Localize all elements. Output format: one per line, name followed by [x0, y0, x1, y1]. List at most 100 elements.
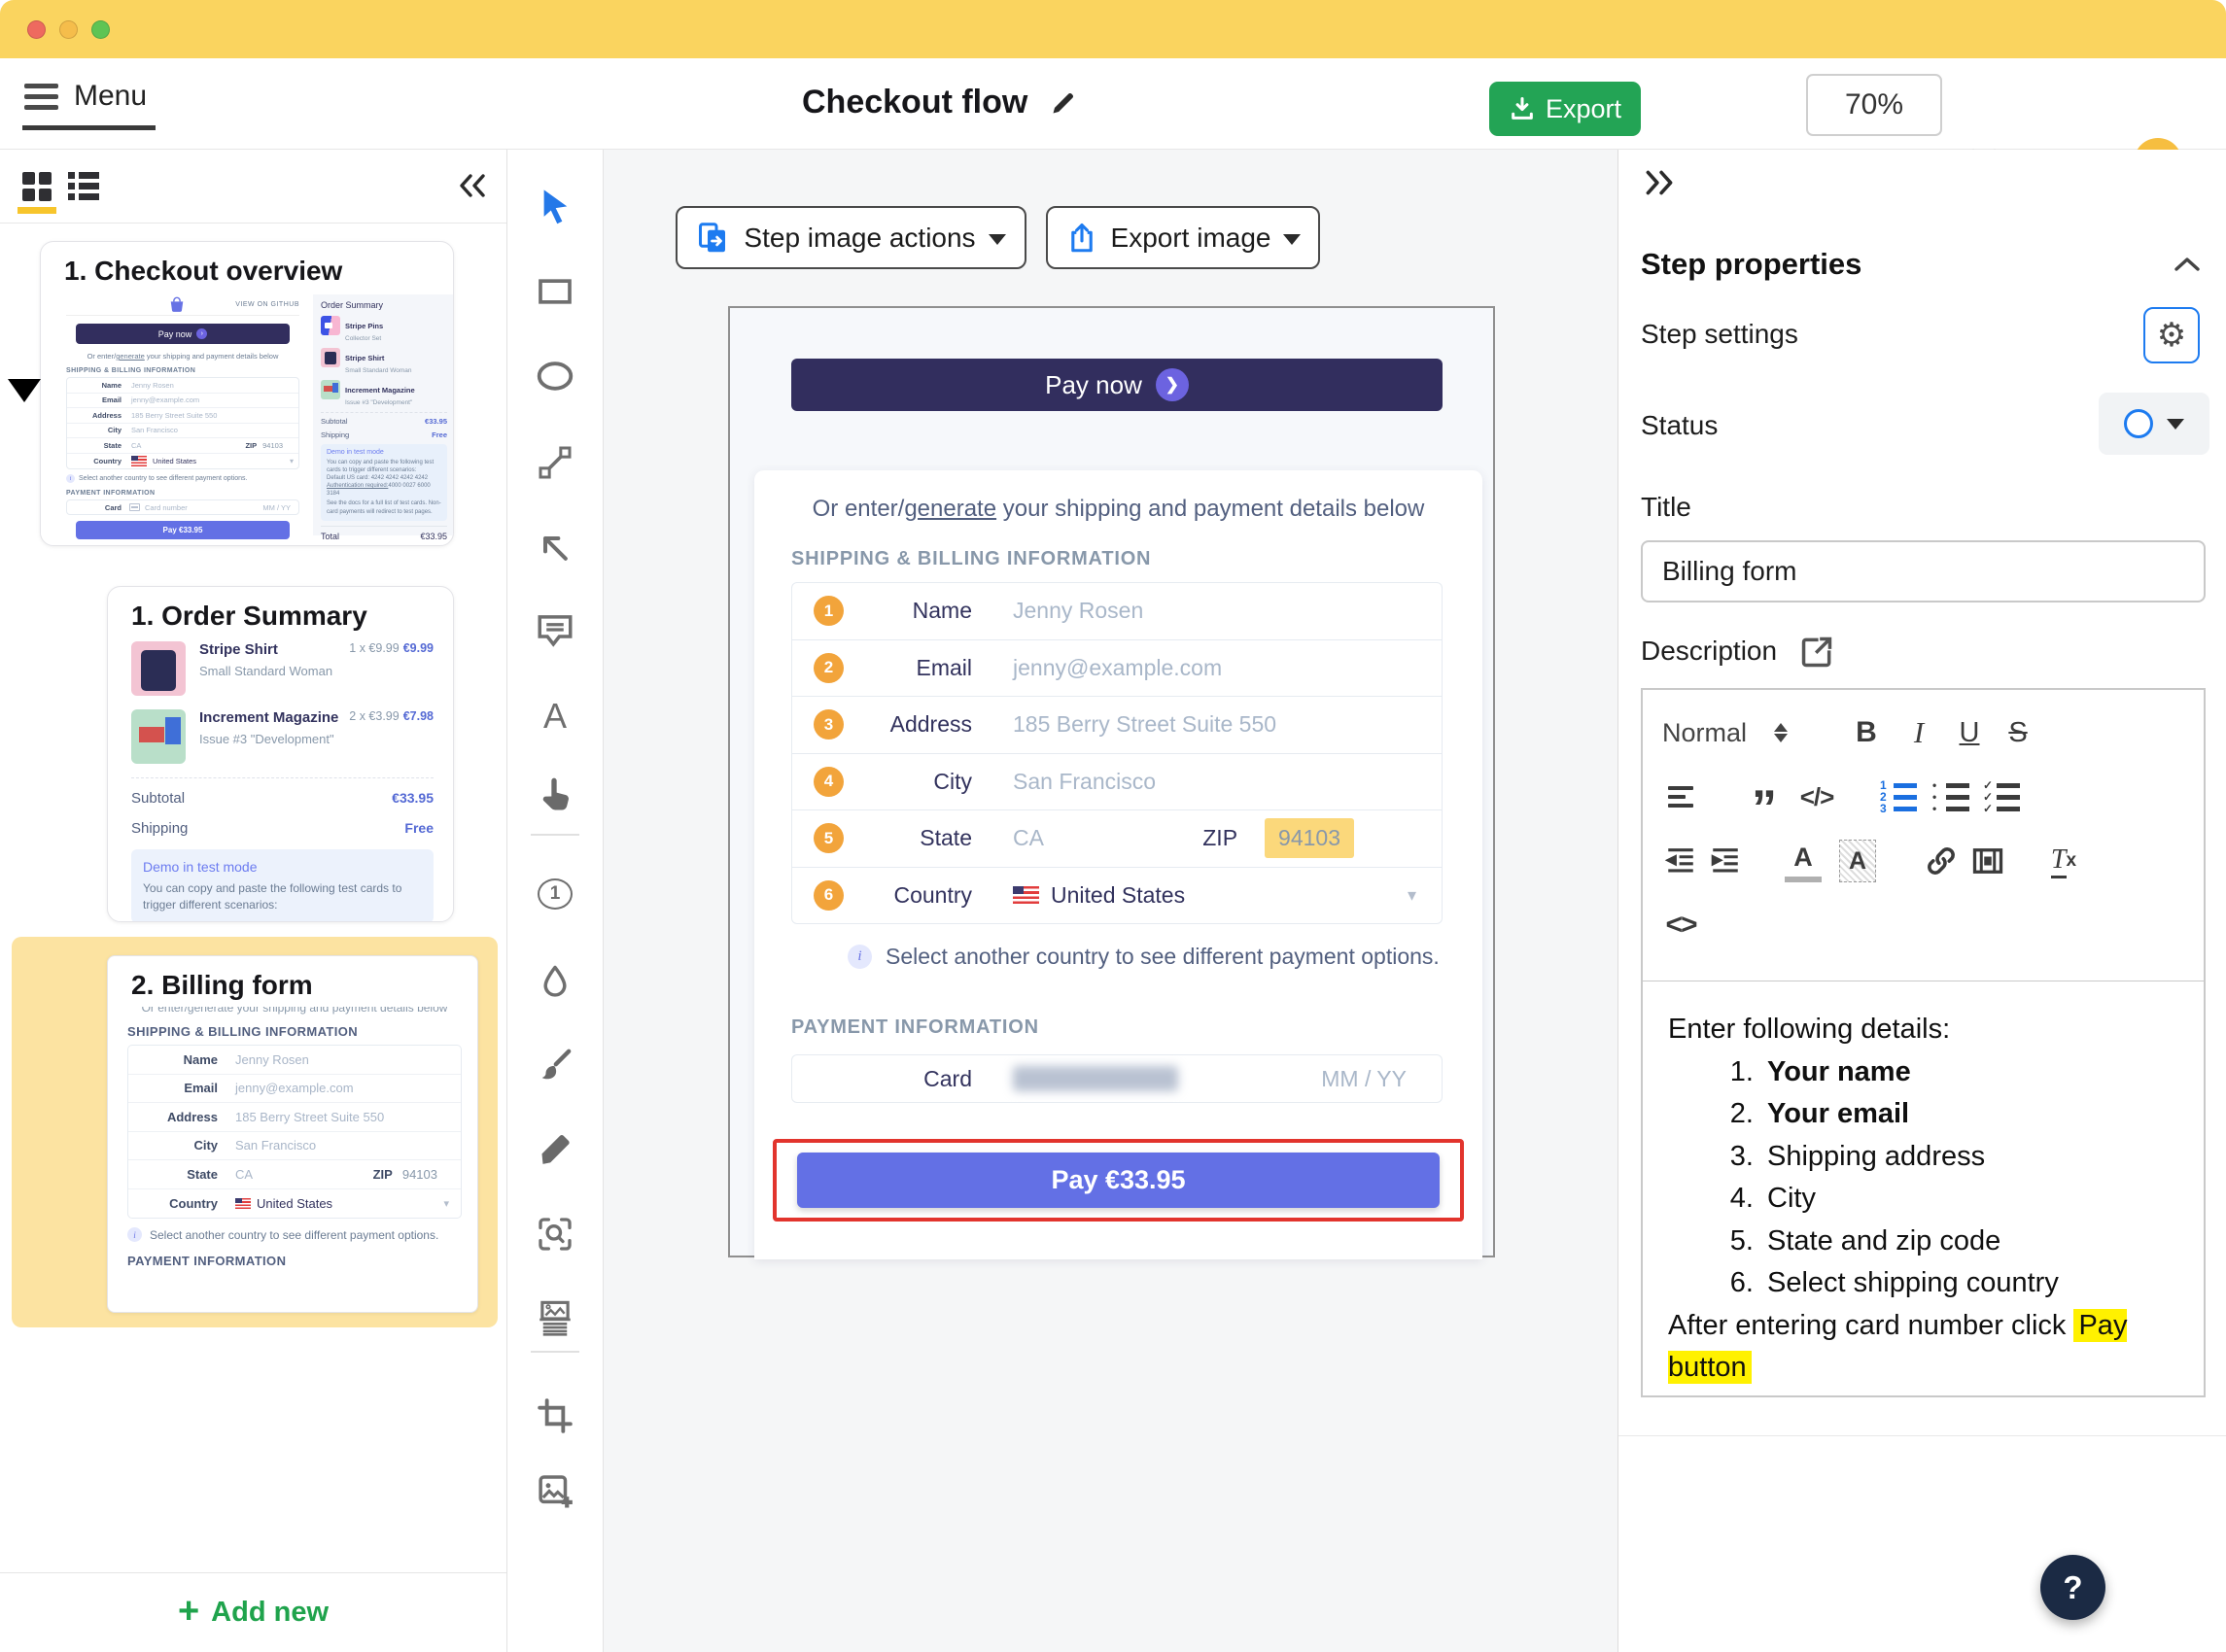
grid-view-icon[interactable] [22, 172, 52, 201]
image-caption-tool[interactable] [532, 1295, 578, 1342]
background-color-icon[interactable]: A [1839, 840, 1876, 882]
annotation-toolbar: A 1 [507, 150, 604, 1652]
arrow-tool[interactable] [532, 525, 578, 571]
step-thumbnail-billing-form[interactable]: 2. Billing form Or enter/generate your s… [107, 955, 478, 1313]
close-window-icon[interactable] [27, 20, 46, 39]
hamburger-icon [24, 83, 58, 110]
outdent-icon[interactable] [1662, 840, 1699, 882]
text-tool[interactable]: A [542, 696, 567, 736]
add-new-step-button[interactable]: + Add new [0, 1572, 506, 1652]
bullet-list-icon[interactable]: • • • [1932, 775, 1969, 818]
step-image-actions-icon [699, 222, 726, 252]
export-label: Export [1545, 93, 1622, 123]
step-settings-button[interactable]: ⚙ [2143, 307, 2200, 363]
download-icon [1512, 96, 1533, 120]
highlighter-tool[interactable] [532, 1125, 578, 1172]
step-image-actions-button[interactable]: Step image actions [676, 206, 1026, 269]
style-dropdown[interactable]: Normal [1662, 717, 1748, 747]
list-view-icon[interactable] [68, 172, 99, 201]
form-row-email: 2 Email jenny@example.com [792, 640, 1442, 697]
shipping-form: 1 Name Jenny Rosen 2 Email jenny@example… [791, 582, 1443, 924]
bold-icon[interactable]: B [1856, 716, 1877, 748]
step-properties-panel: Step properties Step settings ⚙ Status T… [1617, 150, 2226, 1652]
strikethrough-icon[interactable]: S [2008, 716, 2028, 748]
form-row-state-zip: 5 State CA ZIP 94103 [792, 810, 1442, 868]
indent-icon[interactable] [1707, 840, 1744, 882]
description-content[interactable]: Enter following details: Your name Your … [1643, 981, 2204, 1390]
zoom-level-field[interactable]: 70% [1806, 74, 1942, 136]
shopping-bag-icon [168, 296, 186, 318]
description-item: Your email [1761, 1093, 2178, 1136]
brush-tool[interactable] [532, 1042, 578, 1088]
panel-heading: Step properties [1641, 247, 1862, 281]
sidebar-view-toggle-bar [0, 150, 506, 224]
step-badge-4: 4 [814, 766, 844, 797]
text-color-icon[interactable]: A [1785, 840, 1822, 882]
zip-highlighted-value: 94103 [1265, 818, 1354, 859]
payment-heading: PAYMENT INFORMATION [791, 1016, 1039, 1038]
form-row-city: 4 City San Francisco [792, 754, 1442, 810]
title-input[interactable]: Billing form [1641, 540, 2206, 602]
open-description-icon[interactable] [1798, 634, 1835, 675]
step-badge-3: 3 [814, 709, 844, 740]
add-image-tool[interactable] [532, 1467, 578, 1514]
zoom-region-tool[interactable] [532, 1211, 578, 1257]
info-icon: i [127, 1227, 142, 1242]
description-label: Description [1641, 636, 1778, 666]
pointer-hand-tool[interactable] [532, 772, 578, 818]
code-icon[interactable]: </> [1799, 781, 1835, 811]
blockquote-icon[interactable]: ” [1752, 780, 1777, 837]
screenshot-pay-button: Pay €33.95 [797, 1153, 1440, 1208]
step-thumbnail-order-summary[interactable]: 1. Order Summary Stripe Shirt Small Stand… [107, 586, 454, 922]
step-badge-1: 1 [814, 596, 844, 627]
italic-icon[interactable]: I [1913, 715, 1925, 749]
rectangle-tool[interactable] [532, 268, 578, 315]
mini-pay-now-button: Pay now › [76, 324, 290, 344]
product-image [321, 316, 340, 335]
check-list-icon[interactable]: ✓ ✓ ✓ [1983, 775, 2020, 818]
minimize-window-icon[interactable] [59, 20, 78, 39]
zoom-window-icon[interactable] [91, 20, 110, 39]
underline-icon[interactable]: U [1959, 716, 1980, 748]
step-number-tool[interactable]: 1 [532, 871, 578, 917]
drop-indicator-triangle [8, 379, 41, 402]
help-button[interactable]: ? [2040, 1555, 2105, 1620]
product-image [131, 641, 186, 696]
panel-divider [1618, 1435, 2226, 1436]
select-cursor-tool[interactable] [532, 183, 578, 229]
comment-tool[interactable] [532, 606, 578, 653]
thumbnail-title: 2. Billing form [131, 970, 313, 1000]
collapse-section-icon[interactable] [2173, 255, 2202, 279]
code-block-icon[interactable]: <> [1665, 909, 1697, 941]
export-button[interactable]: Export [1489, 82, 1641, 136]
align-icon[interactable] [1662, 775, 1699, 818]
crop-tool[interactable] [532, 1393, 578, 1439]
link-icon[interactable] [1923, 840, 1960, 882]
ellipse-tool[interactable] [532, 353, 578, 399]
menu-button[interactable]: Menu [24, 80, 147, 113]
video-icon[interactable] [1969, 840, 2006, 882]
description-item: City [1761, 1178, 2178, 1221]
thumbnail-preview: VIEW ON GITHUB Pay now › Or enter/generat… [41, 294, 453, 541]
form-row-address: 3 Address 185 Berry Street Suite 550 [792, 697, 1442, 754]
expand-panel-icon[interactable] [1641, 165, 1678, 205]
toolbar-divider [531, 1351, 579, 1353]
export-image-button[interactable]: Export image [1046, 206, 1320, 269]
step-thumbnail-checkout-overview[interactable]: 1. Checkout overview VIEW ON GITHUB Pay … [40, 241, 454, 546]
step-badge-5: 5 [814, 823, 844, 854]
steps-sidebar: 1. Checkout overview VIEW ON GITHUB Pay … [0, 150, 507, 1652]
step-settings-label: Step settings [1641, 319, 1798, 349]
info-icon: i [66, 474, 75, 483]
collapse-sidebar-icon[interactable] [455, 169, 490, 207]
blur-drop-tool[interactable] [532, 958, 578, 1005]
description-item: State and zip code [1761, 1221, 2178, 1263]
step-screenshot[interactable]: Pay now ❯ Or enter/generate your shippin… [728, 306, 1495, 1259]
connector-line-tool[interactable] [532, 439, 578, 486]
description-item: Your name [1761, 1051, 2178, 1094]
dropdown-caret-icon [1283, 233, 1302, 245]
status-dropdown[interactable] [2099, 393, 2209, 455]
edit-title-icon[interactable] [1049, 88, 1078, 118]
